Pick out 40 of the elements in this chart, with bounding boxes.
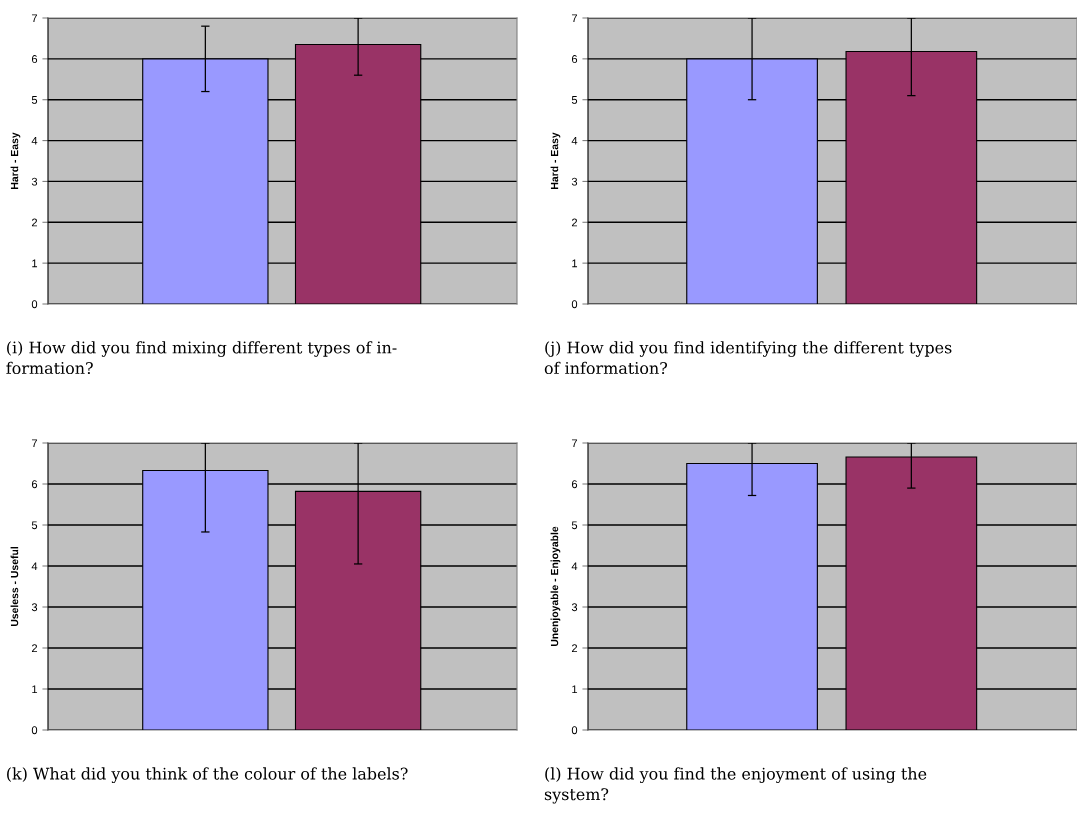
y-tick-label: 0	[31, 300, 38, 309]
y-axis-title: Hard - Easy	[10, 132, 21, 189]
y-tick-label: 2	[31, 218, 38, 227]
y-tick-label: 4	[571, 136, 578, 145]
y-tick-label: 1	[32, 259, 38, 268]
y-tick-label: 7	[571, 439, 578, 448]
y-tick-label: 3	[571, 603, 578, 612]
y-tick-label: 5	[31, 96, 38, 104]
y-tick-label: 4	[571, 562, 578, 571]
y-tick-label: 2	[31, 644, 38, 653]
y-axis-title: Hard - Easy	[550, 132, 561, 189]
y-tick-label: 0	[571, 300, 578, 309]
text: (j) How did you find identifying the different types of information?	[544, 341, 952, 375]
y-tick-label: 0	[571, 726, 578, 735]
y-tick-label: 7	[31, 14, 38, 23]
y-tick-label: 6	[571, 480, 578, 489]
y-tick-label: 6	[571, 55, 578, 63]
y-tick-label: 1	[572, 685, 578, 694]
y-tick-label: 0	[31, 726, 38, 735]
y-tick-label: 2	[571, 644, 578, 653]
y-axis-title: Useless - Useful	[10, 547, 19, 627]
y-tick-label: 3	[31, 603, 38, 612]
y-tick-label: 1	[572, 259, 578, 268]
y-tick-label: 7	[31, 439, 38, 448]
y-tick-label: 2	[571, 218, 578, 227]
y-tick-label: 6	[31, 55, 38, 63]
text: (l) How did you find the enjoyment of using the system?	[544, 767, 927, 804]
y-tick-label: 4	[31, 562, 38, 571]
y-tick-label: 5	[571, 521, 578, 530]
text: (i) How did you find mixing different types of in- formation?	[6, 341, 397, 375]
y-tick-label: 5	[571, 96, 578, 104]
y-tick-label: 3	[571, 177, 578, 186]
y-tick-label: 4	[31, 136, 38, 145]
text: (k) What did you think of the colour of the labels?	[7, 767, 408, 783]
y-tick-label: 6	[31, 480, 38, 489]
y-tick-label: 3	[31, 177, 38, 186]
y-axis-title: Unenjoyable - Enjoyable	[550, 526, 561, 647]
y-tick-label: 1	[32, 685, 38, 694]
y-tick-label: 7	[571, 14, 578, 23]
y-tick-label: 5	[31, 521, 38, 530]
